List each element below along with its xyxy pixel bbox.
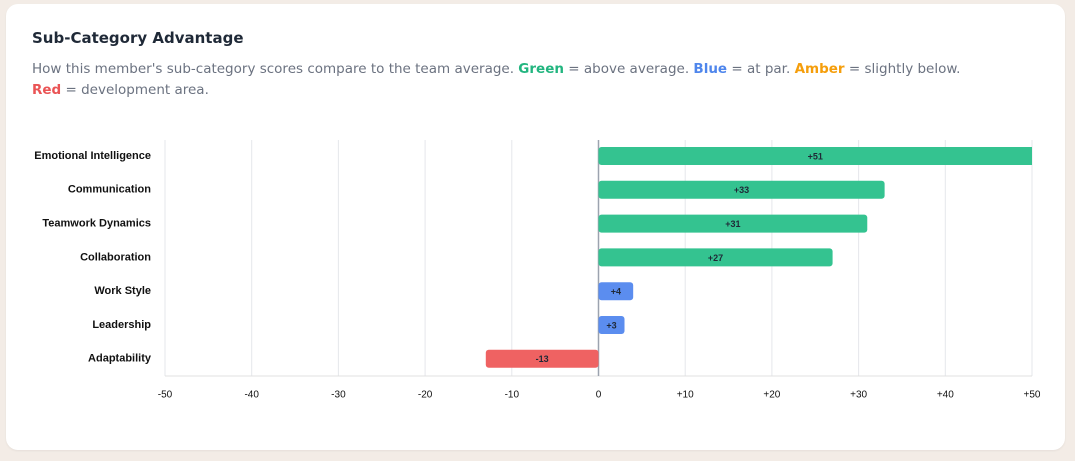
chart-title: Sub-Category Advantage xyxy=(32,29,244,47)
value-label: +33 xyxy=(734,185,749,195)
bar xyxy=(598,248,833,267)
y-tick-label: Work Style xyxy=(94,285,151,297)
bar xyxy=(598,214,868,233)
x-tick-label: -20 xyxy=(418,390,433,401)
legend-keyword: Blue xyxy=(693,61,728,77)
chart-subtitle: How this member's sub-category scores co… xyxy=(32,59,992,101)
x-tick-label: 0 xyxy=(596,390,602,401)
bar xyxy=(598,180,885,199)
bar xyxy=(598,316,625,334)
y-tick-label: Adaptability xyxy=(88,353,152,365)
value-label: +27 xyxy=(708,253,723,263)
y-tick-label: Emotional Intelligence xyxy=(34,150,151,162)
x-tick-label: +10 xyxy=(677,390,694,401)
x-tick-label: -40 xyxy=(244,390,259,401)
x-tick-label: +40 xyxy=(937,390,954,401)
value-label: -13 xyxy=(536,354,549,364)
legend-keyword: Red xyxy=(32,82,62,98)
y-tick-label: Communication xyxy=(68,184,151,196)
subtitle-text: How this member's sub-category scores co… xyxy=(32,61,519,77)
subtitle-text: = development area. xyxy=(61,82,209,98)
x-tick-label: -30 xyxy=(331,390,346,401)
x-tick-label: +20 xyxy=(763,390,780,401)
subtitle-text: = above average. xyxy=(563,61,694,77)
legend-keyword: Amber xyxy=(794,61,845,77)
bar xyxy=(598,282,634,301)
bar xyxy=(598,147,1032,165)
x-tick-label: -50 xyxy=(158,390,173,401)
value-label: +51 xyxy=(808,151,823,161)
subtitle-text: = at par. xyxy=(727,61,795,77)
legend-keyword: Green xyxy=(518,61,564,77)
y-tick-label: Leadership xyxy=(92,319,151,331)
y-tick-label: Collaboration xyxy=(80,251,151,263)
bar xyxy=(485,349,599,368)
value-label: +31 xyxy=(725,219,740,229)
value-label: +3 xyxy=(606,320,616,330)
subtitle-text: = slightly below. xyxy=(844,61,961,77)
x-tick-label: +50 xyxy=(1024,390,1041,401)
value-label: +4 xyxy=(611,287,621,297)
y-tick-label: Teamwork Dynamics xyxy=(42,218,151,230)
x-tick-label: +30 xyxy=(850,390,867,401)
x-tick-label: -10 xyxy=(505,390,520,401)
